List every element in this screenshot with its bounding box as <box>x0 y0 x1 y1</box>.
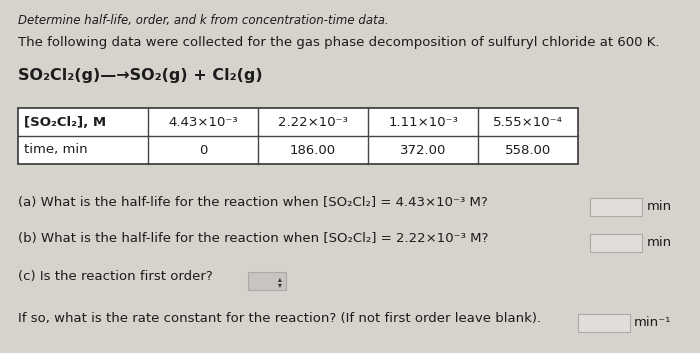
Text: SO₂Cl₂(g)—→SO₂(g) + Cl₂(g): SO₂Cl₂(g)—→SO₂(g) + Cl₂(g) <box>18 68 262 83</box>
Text: (c) Is the reaction first order?: (c) Is the reaction first order? <box>18 270 213 283</box>
Text: 2.22×10⁻³: 2.22×10⁻³ <box>278 115 348 128</box>
Text: 0: 0 <box>199 144 207 156</box>
Text: 372.00: 372.00 <box>400 144 446 156</box>
Text: min: min <box>647 237 672 250</box>
FancyBboxPatch shape <box>590 234 642 252</box>
Text: min⁻¹: min⁻¹ <box>634 317 671 329</box>
Text: Determine half-life, order, and k from concentration-time data.: Determine half-life, order, and k from c… <box>18 14 388 27</box>
Text: 1.11×10⁻³: 1.11×10⁻³ <box>388 115 458 128</box>
Text: ▴: ▴ <box>278 274 282 283</box>
Text: min: min <box>647 201 672 214</box>
Text: (a) What is the half-life for the reaction when [SO₂Cl₂] = 4.43×10⁻³ M?: (a) What is the half-life for the reacti… <box>18 196 488 209</box>
Text: time, min: time, min <box>24 144 88 156</box>
Text: 4.43×10⁻³: 4.43×10⁻³ <box>168 115 238 128</box>
Text: The following data were collected for the gas phase decomposition of sulfuryl ch: The following data were collected for th… <box>18 36 659 49</box>
Text: [SO₂Cl₂], M: [SO₂Cl₂], M <box>24 115 106 128</box>
FancyBboxPatch shape <box>248 272 286 290</box>
FancyBboxPatch shape <box>590 198 642 216</box>
Text: 558.00: 558.00 <box>505 144 551 156</box>
FancyBboxPatch shape <box>18 108 578 164</box>
FancyBboxPatch shape <box>578 314 630 332</box>
Text: ▾: ▾ <box>278 280 282 289</box>
Text: (b) What is the half-life for the reaction when [SO₂Cl₂] = 2.22×10⁻³ M?: (b) What is the half-life for the reacti… <box>18 232 489 245</box>
Text: 186.00: 186.00 <box>290 144 336 156</box>
Text: 5.55×10⁻⁴: 5.55×10⁻⁴ <box>493 115 563 128</box>
Text: If so, what is the rate constant for the reaction? (If not first order leave bla: If so, what is the rate constant for the… <box>18 312 541 325</box>
